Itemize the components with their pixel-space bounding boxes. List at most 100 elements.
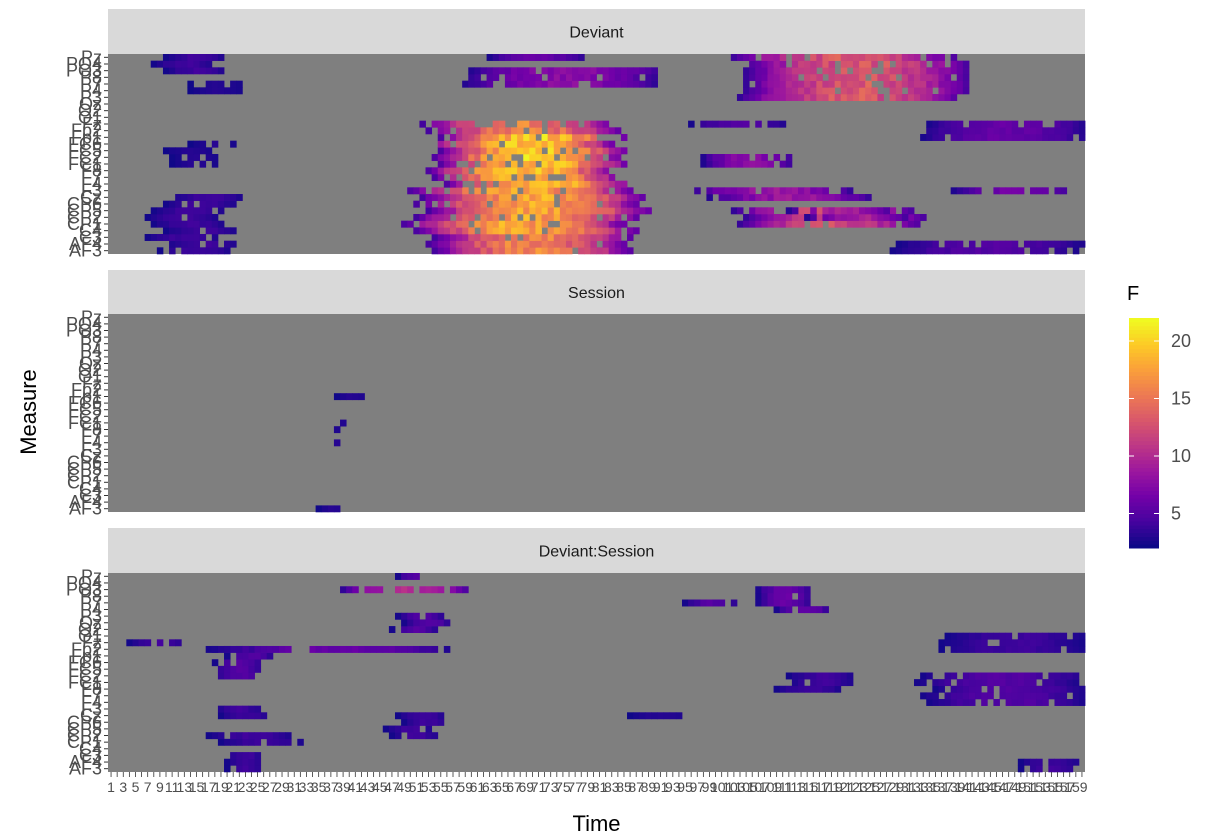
heatmap-cell xyxy=(480,194,487,201)
heatmap-cell xyxy=(419,718,426,726)
colorbar-step xyxy=(1129,383,1159,388)
heatmap-cell xyxy=(962,685,970,693)
heatmap-cell xyxy=(547,54,555,61)
heatmap-cell xyxy=(1078,639,1086,647)
heatmap-cell xyxy=(498,200,506,208)
heatmap-cell xyxy=(944,67,952,75)
heatmap-cell xyxy=(987,120,994,128)
heatmap-cell xyxy=(840,672,848,680)
colorbar-step xyxy=(1129,490,1159,495)
heatmap-cell xyxy=(791,220,799,228)
heatmap-cell xyxy=(767,74,774,81)
heatmap-cell xyxy=(602,174,610,181)
heatmap-cell xyxy=(907,220,915,228)
heatmap-cell xyxy=(596,194,604,201)
heatmap-cell xyxy=(504,227,512,235)
heatmap-cell xyxy=(517,147,524,155)
heatmap-cell xyxy=(547,80,555,88)
y-tick-label: CP6 xyxy=(67,194,102,214)
heatmap-cell xyxy=(468,74,475,81)
heatmap-cell xyxy=(834,74,842,81)
heatmap-cell xyxy=(413,718,420,726)
heatmap-cell xyxy=(224,672,231,680)
heatmap-cell xyxy=(578,140,585,148)
x-tick-label: 23 xyxy=(238,779,254,795)
heatmap-cell xyxy=(205,220,213,228)
heatmap-cell xyxy=(584,120,591,128)
heatmap-cell xyxy=(541,80,549,88)
heatmap-cell xyxy=(419,732,426,740)
heatmap-cell xyxy=(474,187,481,195)
heatmap-cell xyxy=(492,174,500,181)
heatmap-cell xyxy=(1060,240,1068,248)
heatmap-cell xyxy=(431,612,439,620)
heatmap-cell xyxy=(480,240,487,248)
heatmap-cell xyxy=(1017,639,1025,647)
heatmap-cell xyxy=(162,200,170,208)
heatmap-cell xyxy=(999,120,1007,128)
heatmap-cell xyxy=(511,167,518,175)
heatmap-cell xyxy=(523,54,530,61)
heatmap-cell xyxy=(492,240,500,248)
heatmap-cell xyxy=(162,214,170,221)
heatmap-cell xyxy=(156,60,164,68)
heatmap-cell xyxy=(217,227,225,235)
heatmap-cell xyxy=(620,147,628,155)
heatmap-cell xyxy=(553,120,561,128)
heatmap-cell xyxy=(462,140,469,148)
y-tick-label: Fp1 xyxy=(71,127,102,147)
y-tick-label: Pz xyxy=(81,307,102,327)
facet-strip xyxy=(108,9,1085,54)
x-tick-label: 113 xyxy=(784,779,807,795)
heatmap-cell xyxy=(217,645,225,653)
heatmap-cell xyxy=(504,67,512,75)
heatmap-cell xyxy=(822,214,829,221)
heatmap-cell xyxy=(462,147,469,155)
y-tick-label: CP5 xyxy=(67,459,102,479)
heatmap-cell xyxy=(523,80,530,88)
heatmap-cell xyxy=(187,234,194,241)
heatmap-cell xyxy=(767,120,774,128)
heatmap-cell xyxy=(651,67,658,75)
heatmap-cell xyxy=(578,54,585,61)
heatmap-cell xyxy=(1030,645,1037,653)
heatmap-cell xyxy=(492,247,500,255)
heatmap-cell xyxy=(1011,127,1019,135)
heatmap-cell xyxy=(1011,679,1019,687)
heatmap-cell xyxy=(706,194,713,201)
heatmap-cell xyxy=(462,187,469,195)
x-tick-label: 83 xyxy=(604,779,620,795)
heatmap-cell xyxy=(517,220,524,228)
heatmap-cell xyxy=(272,732,280,740)
heatmap-cell xyxy=(901,207,909,215)
heatmap-cell xyxy=(242,652,249,660)
colorbar-step xyxy=(1129,471,1159,476)
heatmap-cell xyxy=(895,87,903,95)
heatmap-cell xyxy=(877,74,884,81)
heatmap-cell xyxy=(1048,685,1055,693)
facet-strip-label: Deviant:Session xyxy=(539,544,655,561)
heatmap-cell xyxy=(449,167,457,175)
heatmap-cell xyxy=(529,80,536,88)
heatmap-cell xyxy=(443,619,451,627)
y-tick-label: CP6 xyxy=(67,712,102,732)
heatmap-cell xyxy=(950,187,958,195)
heatmap-cell xyxy=(1011,247,1019,255)
heatmap-cell xyxy=(193,67,200,75)
heatmap-cell xyxy=(437,194,445,201)
heatmap-cell xyxy=(1030,692,1037,700)
heatmap-cell xyxy=(553,247,561,255)
heatmap-cell xyxy=(639,194,646,201)
heatmap-cell xyxy=(1036,685,1043,693)
heatmap-cell xyxy=(1060,672,1068,680)
heatmap-cell xyxy=(413,227,420,235)
heatmap-cell xyxy=(932,692,939,700)
heatmap-cell xyxy=(712,599,720,607)
heatmap-cell xyxy=(419,626,426,633)
heatmap-cell xyxy=(590,220,597,228)
heatmap-cell xyxy=(565,54,573,61)
heatmap-cell xyxy=(437,187,445,195)
heatmap-cell xyxy=(840,87,848,95)
heatmap-cell xyxy=(767,214,774,221)
heatmap-cell xyxy=(175,160,182,168)
